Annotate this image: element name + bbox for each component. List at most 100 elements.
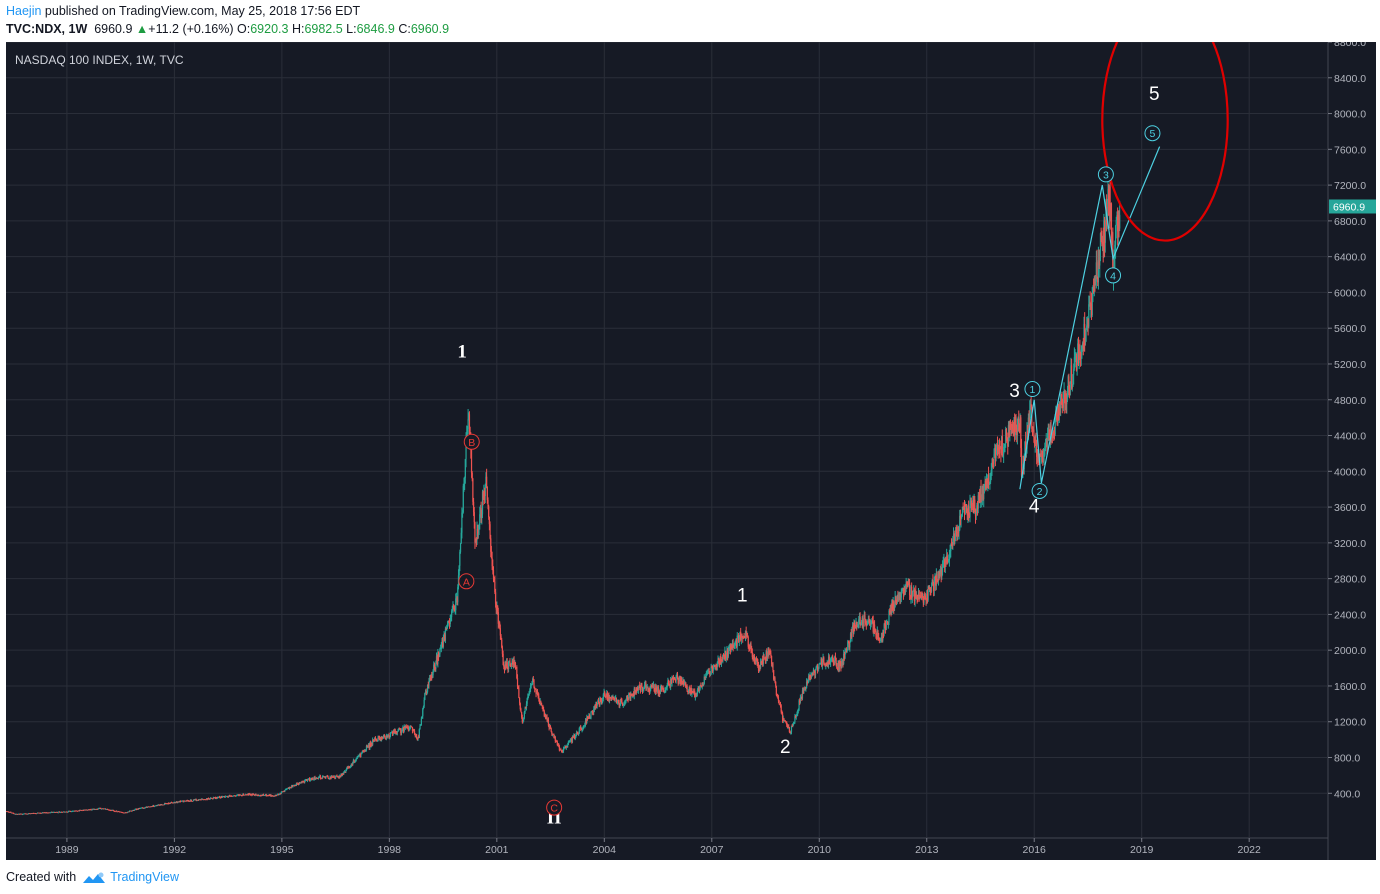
candle-body	[216, 797, 219, 799]
candle-body	[889, 605, 891, 612]
candle-body	[639, 686, 642, 691]
candle-body	[802, 690, 804, 694]
candle-body	[787, 726, 789, 728]
wave-count-label: 2	[780, 737, 791, 758]
candle-body	[610, 698, 612, 700]
candle-body	[91, 809, 93, 811]
abc-circle-marker	[463, 433, 480, 450]
candle-body	[427, 684, 429, 686]
candle-body	[763, 655, 765, 658]
candle-body	[343, 771, 346, 773]
candle-body	[366, 746, 368, 747]
candle-body	[247, 793, 249, 795]
candle-body	[421, 716, 423, 719]
candle-body	[1095, 262, 1097, 282]
candle-body	[584, 724, 586, 726]
candle-body	[912, 590, 914, 597]
candle-body	[252, 793, 254, 795]
candle-body	[133, 809, 135, 811]
candle-body	[884, 624, 886, 626]
candle-body	[548, 725, 550, 729]
candle-body	[542, 706, 544, 710]
candle-body	[144, 807, 146, 809]
candle-body	[473, 512, 475, 523]
candle-body	[286, 788, 289, 790]
candle-body	[991, 462, 993, 471]
candle-body	[451, 611, 453, 618]
candle-body	[1084, 323, 1086, 346]
candle-body	[1042, 457, 1044, 463]
candle-body	[688, 687, 690, 692]
candle-body	[964, 504, 966, 515]
candle-body	[952, 533, 955, 539]
candle-body	[922, 596, 924, 603]
candle-body	[199, 799, 201, 801]
candle-body	[361, 752, 363, 755]
candle-body	[1048, 433, 1050, 439]
candle-body	[549, 725, 551, 729]
candle-body	[532, 679, 534, 681]
candle-body	[981, 486, 983, 498]
candle-body	[358, 756, 360, 757]
candle-body	[367, 745, 369, 747]
candle-body	[837, 660, 839, 669]
candle-body	[617, 700, 619, 702]
candle-body	[453, 607, 455, 612]
candle-body	[174, 802, 177, 804]
candle-body	[373, 740, 375, 742]
candle-body	[207, 798, 210, 799]
candle-body	[85, 809, 87, 811]
candle-body	[385, 738, 387, 740]
candle-body	[115, 810, 117, 812]
created-text: Created with	[6, 870, 77, 884]
candle-body	[331, 775, 333, 777]
chart-area[interactable]: 400.0 800.0 1200.0 1600.0 2000.0 2400.0 2800.0…	[5, 0, 1376, 860]
candle-body	[593, 706, 596, 710]
candle-body	[65, 811, 68, 813]
candle-body	[997, 446, 999, 451]
candle-body	[91, 809, 94, 810]
candle-body	[277, 793, 279, 795]
candle-body	[1001, 436, 1003, 456]
candle-body	[830, 658, 832, 660]
candle-body	[1054, 421, 1056, 435]
footer: Created with TradingView	[0, 864, 1380, 894]
candle-body	[140, 807, 142, 809]
candle-body	[600, 700, 602, 703]
candle-body	[871, 620, 873, 624]
candle-body	[409, 726, 412, 729]
author-link[interactable]: Haejin	[6, 4, 42, 18]
candle-body	[657, 686, 659, 694]
candle-body	[380, 737, 382, 740]
candle-body	[1011, 424, 1014, 430]
chart-svg[interactable]: 400.0800.01200.01600.02000.02400.02800.0…	[5, 0, 1376, 860]
candle-body	[1026, 430, 1028, 450]
candle-body	[737, 635, 739, 637]
candle-body	[416, 738, 418, 741]
candle-body	[231, 795, 234, 797]
candle-body	[956, 532, 958, 536]
candle-body	[580, 728, 582, 731]
candle-body	[661, 687, 663, 689]
candle-body	[740, 635, 742, 641]
candle-body	[1055, 410, 1058, 415]
tradingview-link[interactable]: TradingView	[110, 870, 179, 884]
candle-body	[984, 480, 986, 485]
candle-body	[1087, 318, 1089, 327]
candle-body	[1075, 355, 1077, 357]
candle-body	[21, 813, 23, 815]
candle-body	[623, 703, 625, 705]
candle-body	[911, 586, 913, 598]
candle-body	[497, 612, 499, 624]
candle-body	[1106, 200, 1108, 226]
candle-body	[755, 657, 758, 659]
candle-body	[869, 623, 872, 626]
candle-body	[772, 663, 774, 671]
candle-body	[103, 808, 105, 810]
candle-body	[776, 694, 778, 697]
candle-body	[796, 713, 798, 715]
candle-body	[1056, 414, 1058, 425]
open-value: 6920.3	[250, 22, 289, 36]
candle-body	[267, 795, 269, 797]
candle-body	[238, 794, 240, 796]
